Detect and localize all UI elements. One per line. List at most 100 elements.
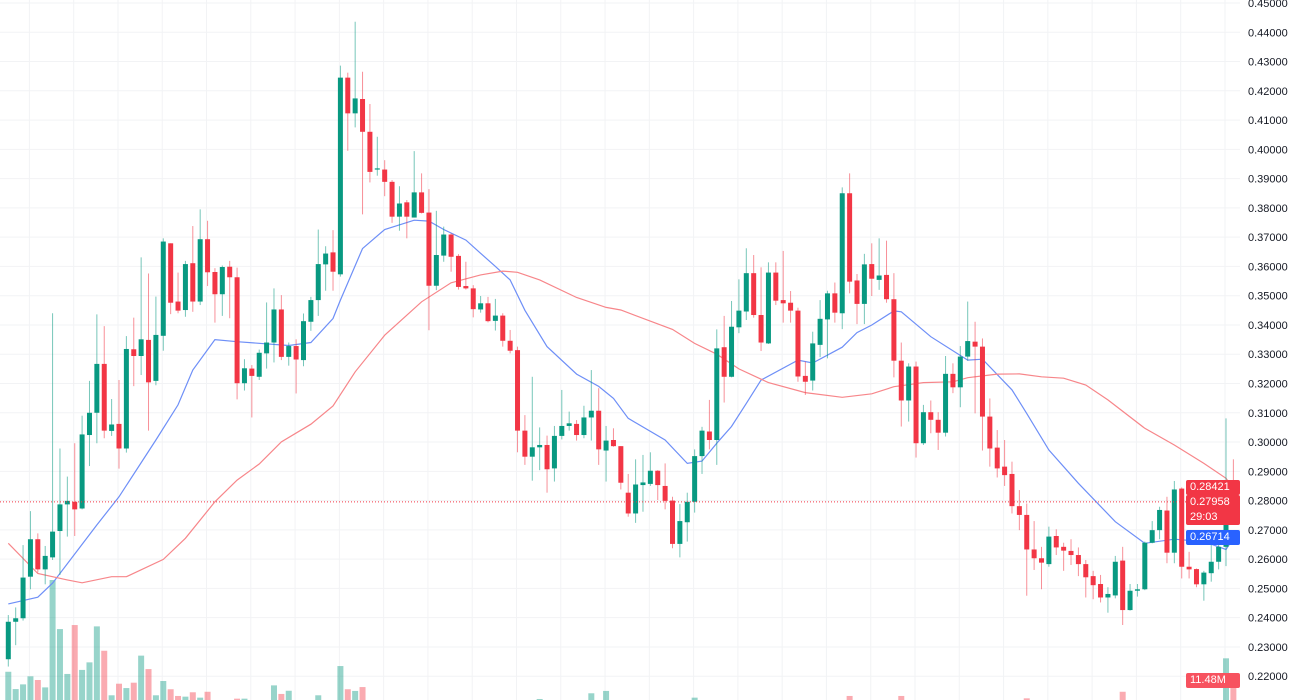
volume-bar bbox=[42, 687, 49, 700]
grid bbox=[0, 0, 1240, 700]
volume-bar bbox=[138, 655, 145, 700]
candle-body bbox=[551, 435, 557, 469]
candle-body bbox=[1157, 509, 1163, 531]
candle-body bbox=[618, 446, 624, 483]
candle-down bbox=[662, 463, 668, 510]
candle-body bbox=[278, 309, 284, 357]
candle-up bbox=[603, 425, 609, 482]
candle-body bbox=[824, 293, 830, 320]
candle-down bbox=[832, 282, 838, 323]
candle-down bbox=[1193, 568, 1199, 588]
candle-body bbox=[168, 243, 174, 303]
candle-body bbox=[374, 168, 380, 170]
candle-body bbox=[205, 239, 211, 273]
candle-up bbox=[537, 427, 543, 471]
candle-body bbox=[714, 348, 720, 441]
price-tick-label: 0.26000 bbox=[1248, 554, 1288, 566]
candle-body bbox=[1031, 549, 1037, 559]
candle-body bbox=[160, 241, 166, 336]
candle-down bbox=[854, 274, 860, 325]
volume-bar bbox=[270, 685, 277, 700]
candle-body bbox=[492, 315, 498, 321]
volume-bar bbox=[189, 692, 196, 700]
candle-body bbox=[869, 264, 875, 279]
candle-down bbox=[1179, 487, 1185, 579]
candle-body bbox=[441, 234, 447, 256]
candle-down bbox=[1061, 542, 1067, 571]
candle-body bbox=[522, 430, 528, 457]
candle-up bbox=[566, 411, 572, 431]
candle-down bbox=[205, 220, 211, 287]
volume-tag: 11.48M bbox=[1186, 672, 1240, 688]
candle-up bbox=[839, 187, 845, 330]
candle-body bbox=[256, 352, 262, 377]
candle-up bbox=[957, 346, 963, 408]
candle-body bbox=[352, 98, 358, 114]
candle-body bbox=[1142, 542, 1148, 590]
ma-fast-value: 0.26714 bbox=[1190, 531, 1230, 544]
candle-down bbox=[227, 260, 233, 319]
candle-body bbox=[79, 434, 85, 509]
ma-fast-price-tag: 0.26714 bbox=[1186, 530, 1240, 546]
candle-down bbox=[898, 342, 904, 427]
candle-down bbox=[884, 240, 890, 303]
candle-body bbox=[817, 318, 823, 345]
candle-up bbox=[920, 404, 926, 445]
volume-bar bbox=[86, 662, 93, 700]
candle-down bbox=[330, 230, 336, 291]
candle-body bbox=[455, 255, 461, 287]
volume-bar bbox=[1119, 691, 1126, 700]
candle-up bbox=[1171, 480, 1177, 564]
candle-body bbox=[559, 425, 565, 436]
candle-body bbox=[699, 430, 705, 457]
price-tick-label: 0.22000 bbox=[1248, 671, 1288, 683]
candle-up bbox=[824, 290, 830, 359]
candle-down bbox=[913, 361, 919, 458]
candle-body bbox=[478, 303, 484, 310]
candle-up bbox=[1157, 506, 1163, 540]
volume-bar bbox=[691, 697, 698, 700]
candle-up bbox=[79, 415, 85, 510]
candle-down bbox=[780, 250, 786, 323]
candle-up bbox=[478, 295, 484, 313]
candles bbox=[5, 21, 1236, 667]
candle-body bbox=[1075, 555, 1081, 565]
candle-body bbox=[109, 424, 115, 431]
ma-slow-line bbox=[7, 270, 1234, 584]
candle-body bbox=[788, 302, 794, 311]
candle-up bbox=[441, 226, 447, 262]
candle-body bbox=[315, 264, 321, 301]
candle-body bbox=[758, 315, 764, 343]
candle-down bbox=[212, 268, 218, 323]
candle-body bbox=[640, 482, 646, 486]
candle-body bbox=[1127, 590, 1133, 611]
candle-down bbox=[751, 255, 757, 318]
volume-bar bbox=[5, 671, 12, 700]
candle-down bbox=[72, 443, 78, 537]
price-tick-label: 0.41000 bbox=[1248, 115, 1288, 127]
candle-body bbox=[123, 348, 129, 449]
candle-down bbox=[190, 226, 196, 312]
candle-up bbox=[301, 313, 306, 367]
volume-bar bbox=[234, 698, 241, 700]
candle-down bbox=[950, 363, 956, 394]
candle-up bbox=[559, 389, 565, 440]
candle-body bbox=[485, 303, 491, 322]
volume-bar bbox=[56, 629, 63, 700]
candle-down bbox=[1053, 529, 1059, 556]
candle-body bbox=[647, 470, 653, 484]
price-axis[interactable]: 0.45000 0.44000 0.43000 0.42000 0.41000 0.400… bbox=[1248, 0, 1288, 683]
candle-body bbox=[574, 423, 580, 436]
candle-body bbox=[1098, 584, 1104, 598]
volume-bar bbox=[20, 684, 27, 700]
candle-up bbox=[943, 355, 949, 437]
candle-body bbox=[1201, 572, 1207, 585]
candle-body bbox=[116, 423, 122, 449]
candle-down bbox=[994, 430, 1000, 478]
volume-bar bbox=[108, 695, 115, 700]
volume-value: 11.48M bbox=[1190, 673, 1226, 686]
candle-body bbox=[920, 412, 926, 444]
candle-body bbox=[1216, 546, 1222, 562]
candle-body bbox=[463, 286, 469, 289]
